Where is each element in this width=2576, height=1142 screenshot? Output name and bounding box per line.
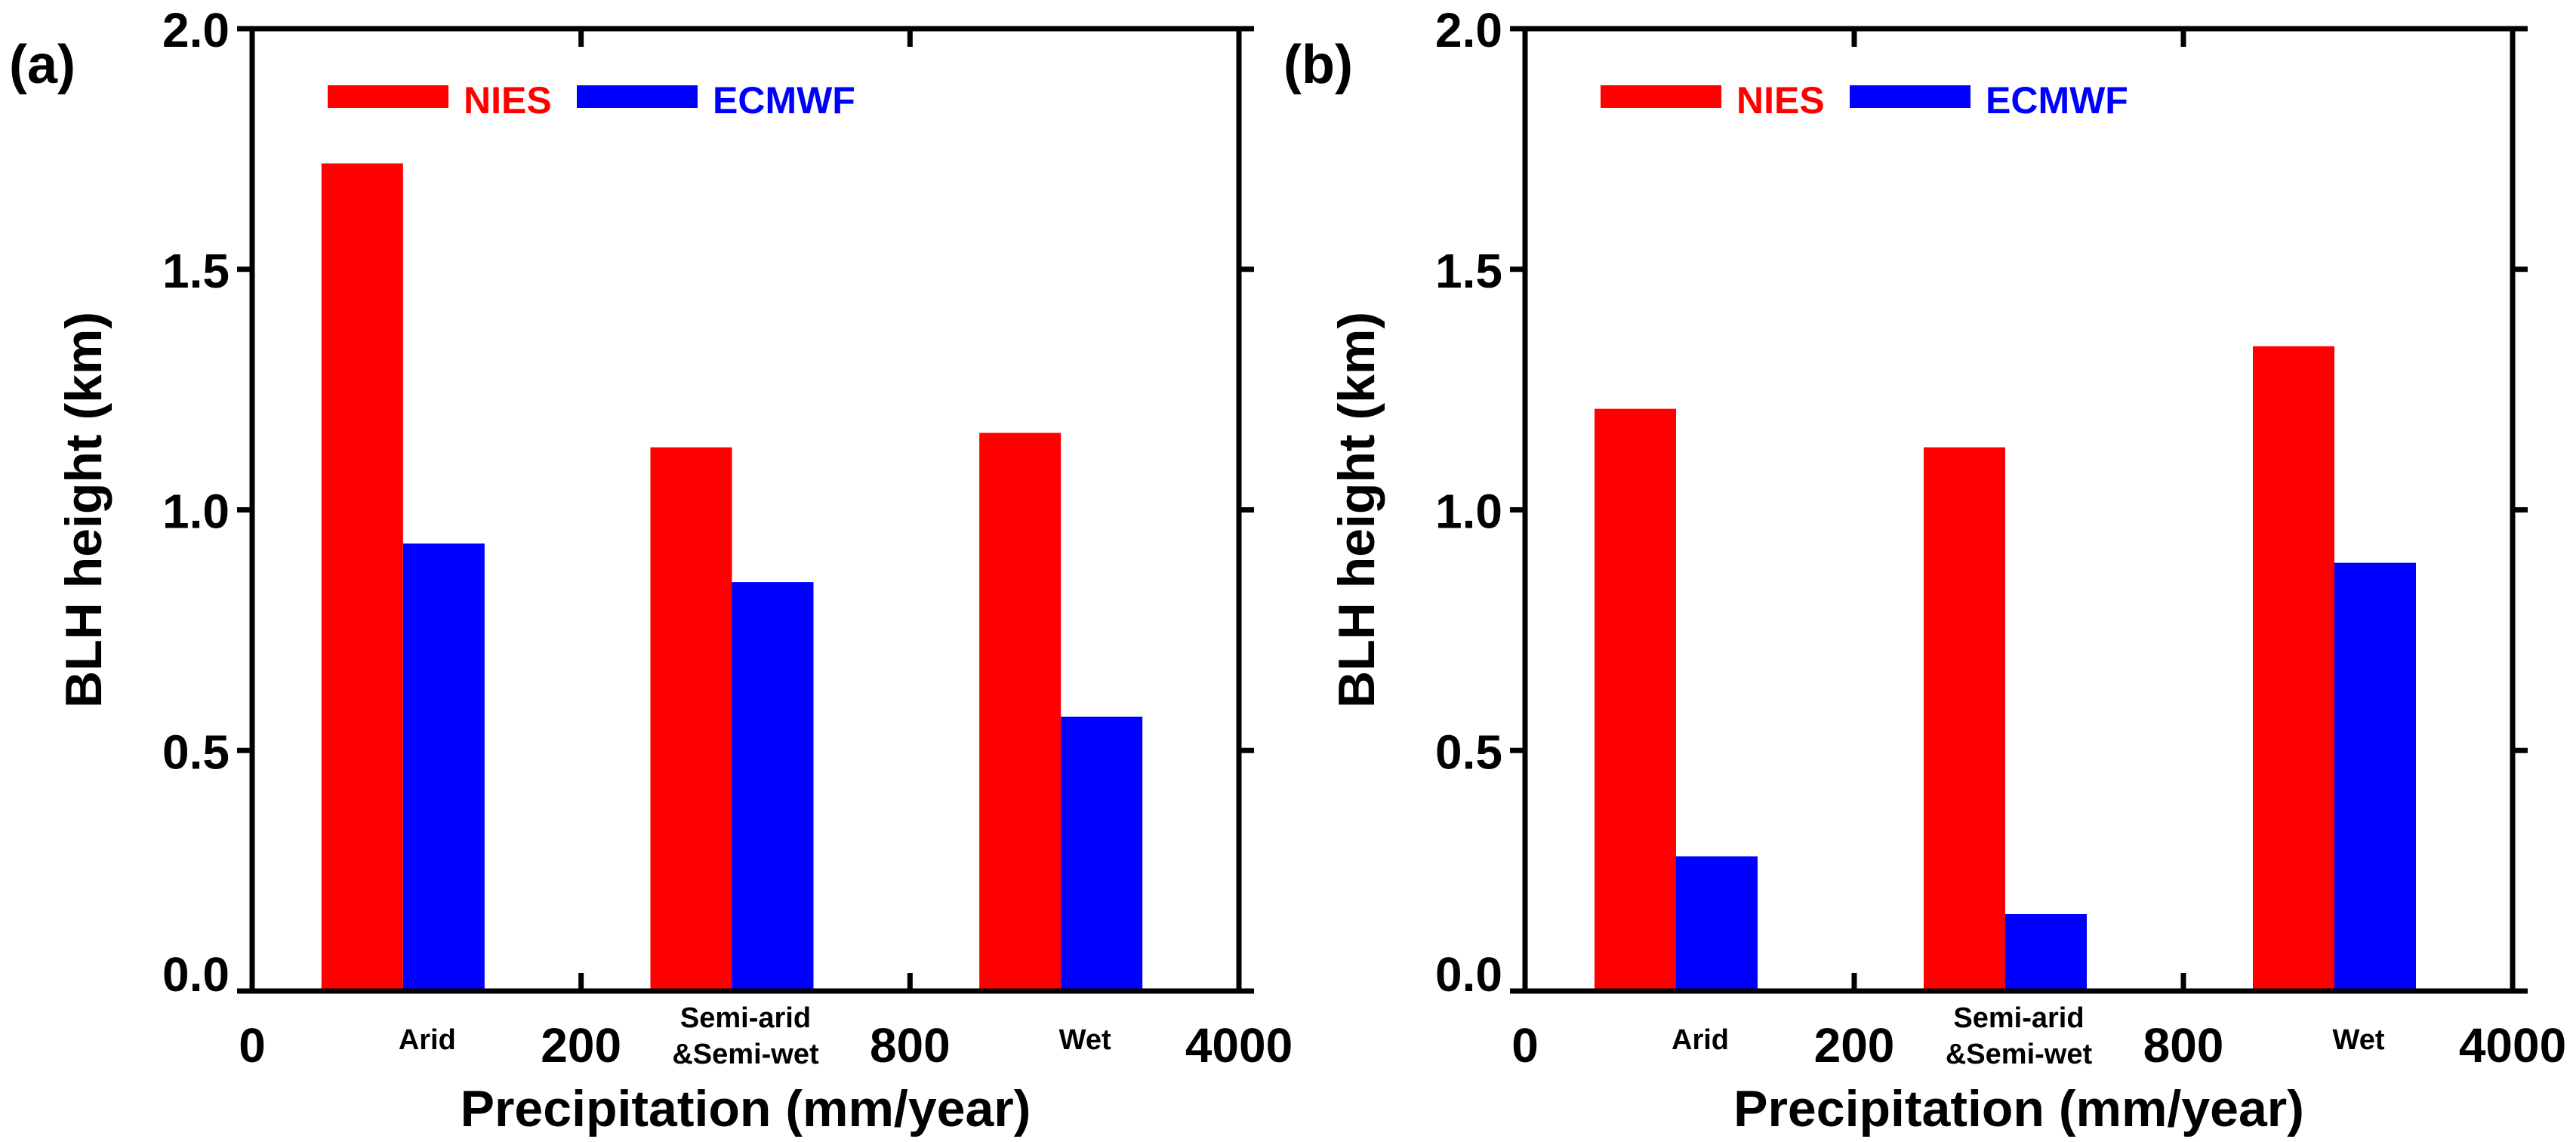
- bar-nies-3: [979, 432, 1062, 991]
- x-boundary-label: 200: [541, 1018, 621, 1073]
- x-boundary-label: 0: [239, 1018, 266, 1073]
- category-label: &Semi-wet: [672, 1039, 819, 1070]
- bar-nies-2: [1924, 447, 2005, 991]
- y-tick-label: 0.5: [162, 725, 230, 779]
- legend-label-nies: NIES: [464, 79, 552, 122]
- category-label: Wet: [1059, 1024, 1111, 1056]
- legend-label-ecmwf: ECMWF: [1986, 79, 2128, 122]
- x-boundary-label: 200: [1814, 1018, 1895, 1073]
- category-label: Semi-arid: [1953, 1002, 2084, 1034]
- legend-label-nies: NIES: [1736, 79, 1825, 122]
- y-tick-label: 1.5: [162, 244, 230, 298]
- x-boundary-label: 4000: [1185, 1018, 1293, 1073]
- x-boundary-label: 800: [2143, 1018, 2224, 1073]
- category-label: &Semi-wet: [1946, 1039, 2093, 1070]
- category-label: Arid: [1672, 1024, 1729, 1056]
- category-label: Wet: [2333, 1024, 2385, 1056]
- y-tick-label: 1.0: [1435, 485, 1502, 539]
- panel-label: (a): [9, 35, 75, 95]
- x-boundary-label: 4000: [2459, 1018, 2566, 1073]
- category-label: Semi-arid: [680, 1002, 811, 1034]
- bar-ecmwf-3: [1061, 716, 1143, 991]
- bar-ecmwf-1: [402, 543, 485, 991]
- bar-nies-1: [1595, 408, 1676, 991]
- y-axis-title: BLH height (km): [55, 312, 112, 708]
- y-tick-label: 2.0: [162, 3, 230, 57]
- y-axis-title: BLH height (km): [1328, 312, 1385, 708]
- y-tick-label: 0.0: [162, 947, 230, 1002]
- bar-nies-3: [2253, 346, 2334, 991]
- chart-panel-b: 0.0 0.5 1.0 1.5 2.0 0 200 800 4000 Arid Semi-arid &…: [1283, 3, 2566, 1137]
- y-tick-label: 2.0: [1435, 3, 1502, 57]
- bar-ecmwf-1: [1676, 856, 1758, 991]
- bar-ecmwf-2: [732, 582, 814, 991]
- bar-ecmwf-2: [2005, 914, 2087, 991]
- bar-nies-1: [321, 163, 403, 991]
- category-label: Arid: [399, 1024, 456, 1056]
- chart-panel-a: 0.0 0.5 1.0 1.5 2.0 0 200 800 4000 Arid Semi-arid &…: [9, 3, 1293, 1137]
- x-axis-title: Precipitation (mm/year): [1733, 1080, 2304, 1137]
- panel-label: (b): [1283, 35, 1353, 95]
- bar-nies-2: [650, 447, 732, 991]
- y-tick-label: 1.0: [162, 485, 230, 539]
- x-axis-title: Precipitation (mm/year): [461, 1080, 1031, 1137]
- legend-label-ecmwf: ECMWF: [713, 79, 855, 122]
- x-boundary-label: 800: [870, 1018, 951, 1073]
- y-tick-label: 0.0: [1435, 947, 1502, 1002]
- bar-ecmwf-3: [2334, 562, 2416, 991]
- y-tick-label: 0.5: [1435, 725, 1502, 779]
- y-tick-label: 1.5: [1435, 244, 1502, 298]
- x-boundary-label: 0: [1511, 1018, 1539, 1073]
